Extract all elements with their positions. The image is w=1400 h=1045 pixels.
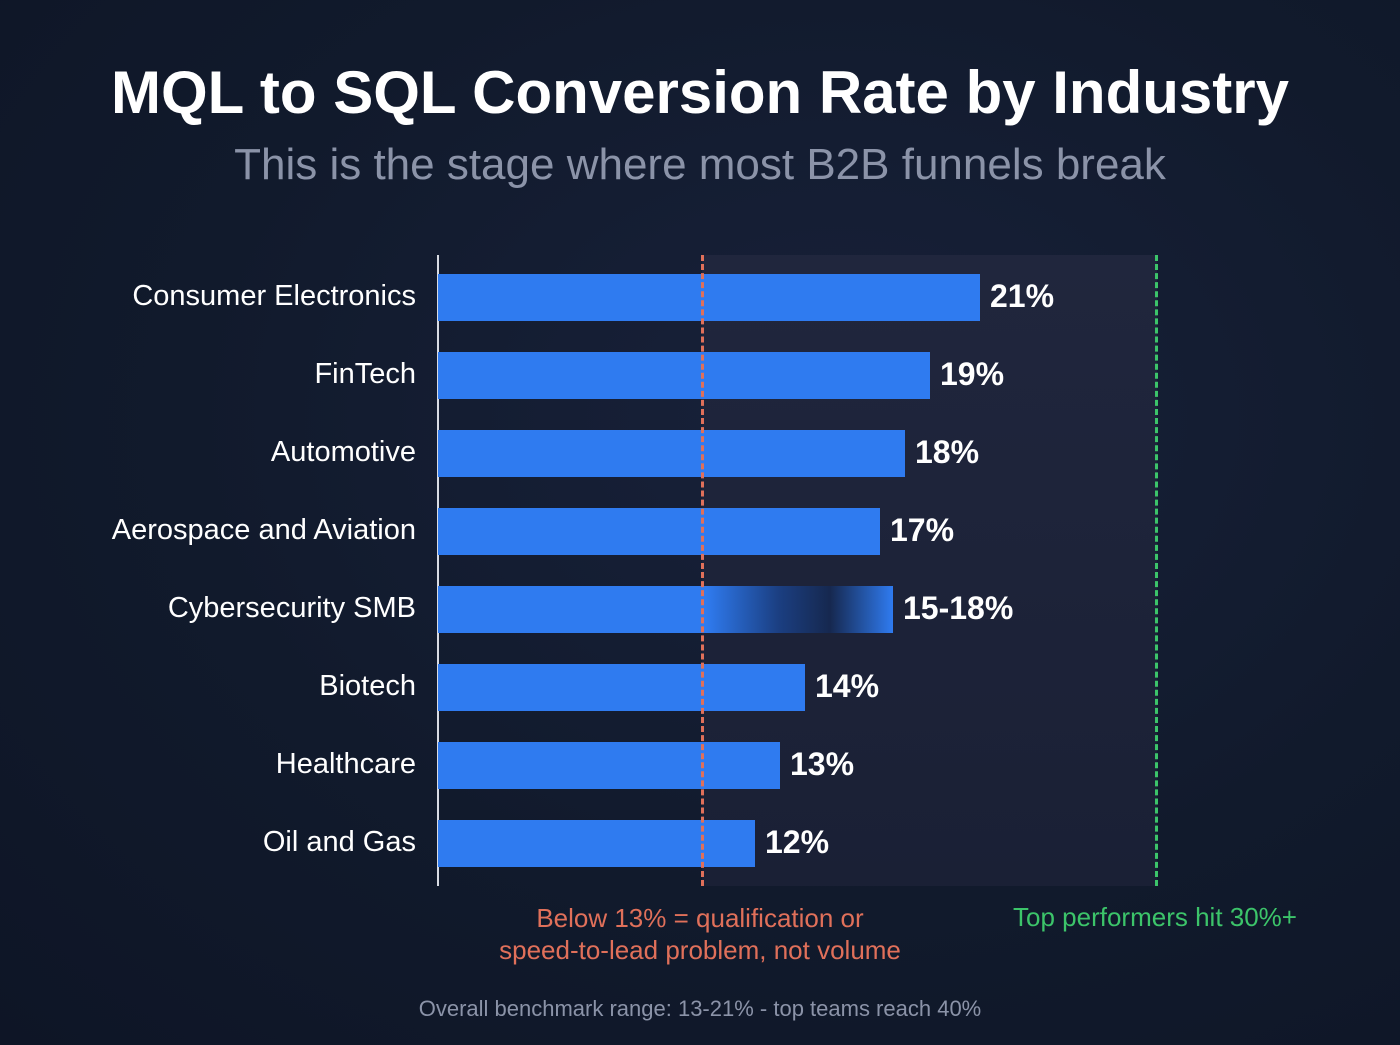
y-axis-line — [437, 255, 439, 886]
category-label: FinTech — [314, 358, 416, 390]
threshold-annotation-line1: Below 13% = qualification or — [536, 903, 864, 933]
value-label: 19% — [940, 356, 1005, 392]
value-label: 13% — [790, 746, 855, 782]
bar — [438, 352, 930, 399]
bar — [438, 508, 880, 555]
value-label: 17% — [890, 512, 955, 548]
top-performer-line — [1155, 255, 1158, 886]
footer-note: Overall benchmark range: 13-21% - top te… — [418, 996, 982, 1021]
bar — [438, 820, 755, 867]
category-label: Aerospace and Aviation — [111, 514, 416, 546]
value-label: 18% — [915, 434, 980, 470]
bar — [438, 430, 905, 477]
category-label: Biotech — [319, 670, 416, 702]
threshold-annotation-line2: speed-to-lead problem, not volume — [499, 935, 901, 965]
category-label: Oil and Gas — [262, 826, 416, 858]
bar — [438, 742, 780, 789]
value-label: 15-18% — [903, 590, 1014, 626]
category-label: Consumer Electronics — [132, 280, 416, 312]
bar — [438, 274, 980, 321]
bar — [438, 664, 805, 711]
value-label: 21% — [990, 278, 1055, 314]
bar — [438, 586, 893, 633]
value-label: 14% — [815, 668, 880, 704]
category-label: Healthcare — [275, 748, 416, 780]
category-label: Automotive — [270, 436, 416, 468]
chart-subtitle: This is the stage where most B2B funnels… — [234, 140, 1166, 189]
top-performer-annotation: Top performers hit 30%+ — [1013, 902, 1297, 932]
threshold-annotation: Below 13% = qualification or speed-to-le… — [450, 902, 950, 966]
highlight-panel — [702, 255, 1157, 886]
category-label: Cybersecurity SMB — [167, 592, 416, 624]
value-label: 12% — [765, 824, 830, 860]
chart-title: MQL to SQL Conversion Rate by Industry — [111, 59, 1289, 126]
qualification-threshold-line — [701, 255, 704, 886]
